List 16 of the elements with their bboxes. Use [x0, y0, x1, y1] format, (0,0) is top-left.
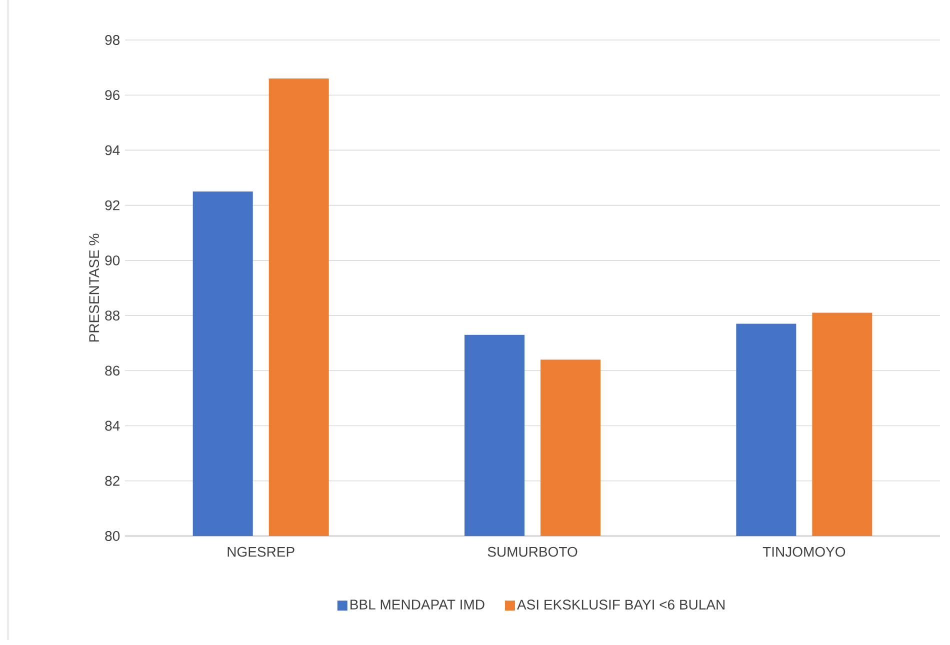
x-tick-label: NGESREP	[228, 546, 294, 557]
y-tick-label: 84	[105, 420, 120, 431]
y-tick-label: 92	[105, 200, 120, 210]
legend-label: BBL MENDAPAT IMD	[350, 600, 484, 610]
y-axis-title: PRESENTASE %	[89, 234, 100, 342]
y-tick-label: 80	[105, 531, 120, 541]
y-tick-label: 98	[105, 35, 120, 45]
y-tick-label: 86	[105, 366, 120, 376]
y-tick-label: 94	[105, 145, 120, 156]
y-tick-label: 88	[105, 310, 120, 320]
y-tick-label: 90	[105, 255, 120, 266]
x-tick-label: TINJOMOYO	[762, 546, 846, 557]
y-tick-label: 82	[105, 476, 120, 486]
legend-label: ASI EKSKLUSIF BAYI <6 BULAN	[517, 600, 724, 610]
x-tick-label: SUMURBOTO	[488, 546, 578, 557]
y-tick-label: 96	[105, 90, 120, 100]
